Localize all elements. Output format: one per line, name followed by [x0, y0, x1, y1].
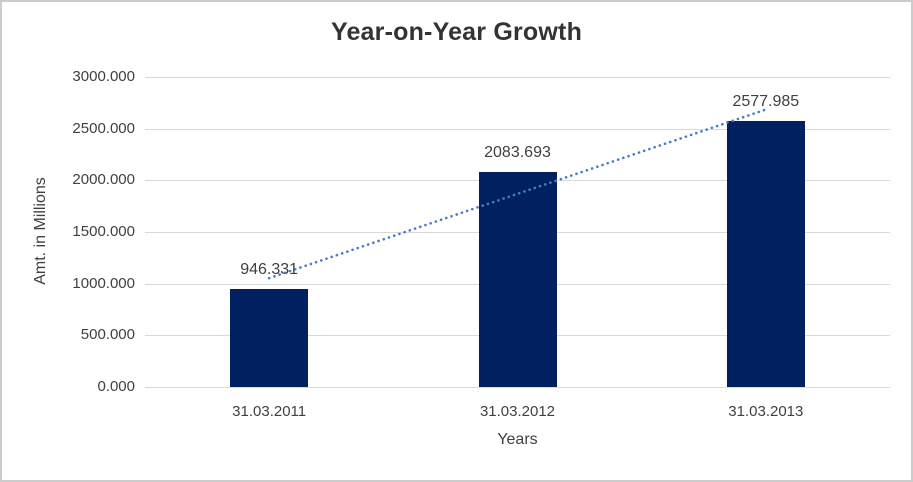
- x-tick-label: 31.03.2013: [728, 403, 804, 420]
- bar: [726, 120, 805, 387]
- data-label: 2577.985: [732, 92, 800, 110]
- y-tick-label: 500.000: [80, 326, 135, 344]
- y-tick-label: 2000.000: [72, 171, 135, 189]
- y-gridline: [145, 387, 890, 388]
- y-tick-label: 0.000: [97, 378, 135, 395]
- y-tick-label: 3000.000: [72, 68, 135, 85]
- x-tick-label: 31.03.2012: [479, 403, 556, 420]
- y-tick-label: 1000.000: [72, 274, 135, 292]
- y-tick-label: 2500.000: [72, 119, 135, 137]
- x-tick-label: 31.03.2011: [232, 403, 307, 420]
- y-tick-label: 1500.000: [72, 223, 135, 240]
- x-axis-title: Years: [497, 431, 538, 448]
- chart-title: Year-on-Year Growth: [330, 18, 583, 46]
- bar: [230, 289, 309, 387]
- bar: [478, 171, 557, 387]
- data-label: 946.331: [240, 261, 299, 279]
- data-label: 2083.693: [484, 143, 551, 161]
- y-gridline: [145, 77, 890, 78]
